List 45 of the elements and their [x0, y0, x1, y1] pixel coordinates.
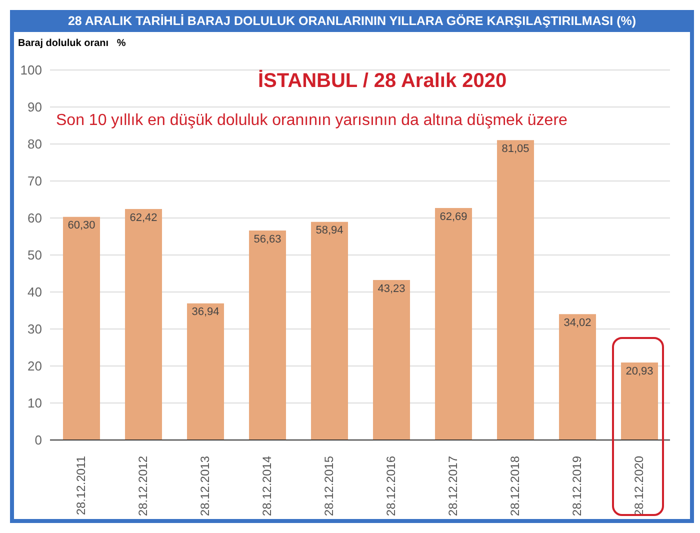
data-label: 60,30 — [68, 220, 96, 232]
x-tick-label: 28.12.2012 — [136, 456, 150, 516]
data-label: 62,42 — [130, 212, 158, 224]
x-tick-label: 28.12.2019 — [570, 456, 584, 516]
x-tick-label: 28.12.2016 — [384, 456, 398, 516]
data-label: 34,02 — [564, 316, 592, 329]
x-tick-label: 28.12.2020 — [632, 456, 646, 516]
bar — [63, 216, 100, 440]
bar — [249, 230, 286, 440]
data-label: 81,05 — [502, 142, 530, 155]
x-tick-label: 28.12.2013 — [198, 456, 212, 516]
annotation: Son 10 yıllık en düşük doluluk oranının yarısının da altına düşmek üzere — [56, 112, 568, 130]
x-tick-label: 28.12.2011 — [74, 456, 88, 516]
y-tick-label: 90 — [28, 100, 42, 115]
data-label: 36,94 — [192, 306, 220, 318]
y-tick-label: 80 — [28, 136, 42, 152]
y-tick-label: 0 — [34, 432, 42, 448]
y-tick-label: 10 — [28, 396, 42, 411]
data-label: 56,63 — [254, 233, 282, 246]
y-tick-label: 60 — [28, 210, 42, 226]
y-tick-label: 50 — [28, 248, 42, 263]
y-tick-label: 20 — [28, 358, 42, 374]
bar — [373, 280, 410, 440]
y-tick-label: 100 — [20, 62, 42, 78]
data-label: 58,94 — [316, 224, 344, 237]
bar — [621, 362, 658, 440]
data-label: 20,93 — [626, 365, 654, 378]
annotation: İSTANBUL / 28 Aralık 2020 — [258, 70, 507, 93]
bar — [559, 314, 596, 440]
bar — [497, 140, 534, 440]
y-tick-label: 40 — [28, 284, 42, 300]
x-tick-label: 28.12.2018 — [508, 456, 522, 516]
bar — [187, 303, 224, 440]
bar — [311, 222, 348, 440]
y-tick-label: 70 — [28, 174, 42, 189]
chart-title: 28 ARALIK TARİHLİ BARAJ DOLULUK ORANLARININ YILLARA GÖRE KARŞILAŞTIRILMASI (%) — [10, 10, 694, 32]
x-tick-label: 28.12.2014 — [260, 456, 274, 516]
y-axis-title: Baraj doluluk oranı % — [18, 38, 126, 49]
x-tick-label: 28.12.2015 — [322, 456, 336, 516]
data-label: 43,23 — [378, 282, 406, 295]
x-tick-label: 28.12.2017 — [446, 456, 460, 516]
bar — [125, 209, 162, 440]
data-label: 62,69 — [440, 210, 468, 223]
bar — [435, 208, 472, 440]
y-tick-label: 30 — [28, 322, 42, 337]
